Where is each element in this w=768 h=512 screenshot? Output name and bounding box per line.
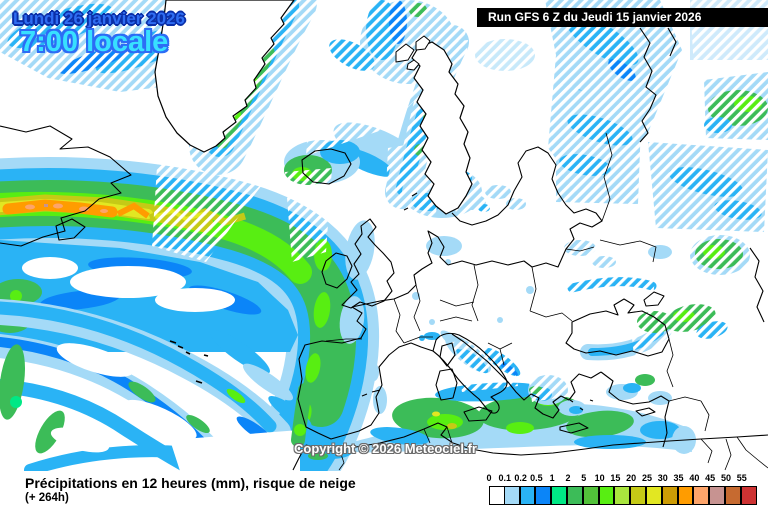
legend-value-label: 40 bbox=[689, 473, 700, 483]
legend-cell: 50 bbox=[721, 473, 742, 509]
map-svg bbox=[0, 0, 768, 471]
legend-value-label: 10 bbox=[594, 473, 605, 483]
local-time-label: 7:00 locale bbox=[20, 26, 169, 58]
svalbard-islands bbox=[395, 35, 431, 71]
copyright-watermark: Copyright © 2026 Meteociel.fr bbox=[294, 441, 477, 456]
legend-color-box bbox=[566, 486, 583, 505]
legend-value-label: 0.1 bbox=[498, 473, 512, 483]
legend-cell: 10 bbox=[595, 473, 616, 509]
legend-value-label: 30 bbox=[657, 473, 668, 483]
date-label: Lundi 26 janvier 2026 bbox=[13, 9, 185, 28]
legend-value-label: 35 bbox=[673, 473, 684, 483]
model-run-info-bar: Run GFS 6 Z du Jeudi 15 janvier 2026 bbox=[477, 8, 768, 27]
legend-color-box bbox=[582, 486, 599, 505]
legend-cell: 0.5 bbox=[530, 473, 552, 509]
legend-bar: Précipitations en 12 heures (mm), risque… bbox=[0, 471, 768, 512]
legend-value-label: 20 bbox=[626, 473, 637, 483]
legend-cell: 55 bbox=[737, 473, 758, 509]
legend-color-box bbox=[535, 486, 552, 505]
legend-cell: 30 bbox=[658, 473, 679, 509]
legend-scale: 0 0.1 0.2 0.5 1 2 5 10 15 20 25 30 35 40 45 50 55 bbox=[486, 473, 758, 509]
legend-color-box bbox=[614, 486, 631, 505]
legend-value-label: 5 bbox=[581, 473, 587, 483]
legend-color-box bbox=[724, 486, 741, 505]
legend-value-label: 15 bbox=[610, 473, 621, 483]
legend-color-box bbox=[519, 486, 536, 505]
legend-value-label: 0.5 bbox=[530, 473, 543, 483]
legend-color-box bbox=[598, 486, 615, 505]
legend-color-box bbox=[661, 486, 678, 505]
legend-cell: 0.2 bbox=[514, 473, 537, 509]
legend-value-label: 25 bbox=[641, 473, 652, 483]
legend-color-box bbox=[709, 486, 725, 505]
legend-cell: 35 bbox=[674, 473, 695, 509]
legend-value-label: 1 bbox=[549, 473, 555, 483]
legend-color-box bbox=[489, 486, 505, 505]
legend-cell: 25 bbox=[642, 473, 663, 509]
legend-color-box bbox=[677, 486, 694, 505]
legend-cell: 2 bbox=[565, 473, 584, 509]
greenland-landmass bbox=[154, 0, 295, 153]
legend-value-label: 50 bbox=[720, 473, 731, 483]
legend-color-box bbox=[551, 486, 567, 505]
legend-color-box bbox=[630, 486, 646, 505]
legend-value-label: 55 bbox=[736, 473, 747, 483]
legend-cell: 40 bbox=[689, 473, 710, 509]
legend-color-box bbox=[740, 486, 757, 505]
legend-cell: 0.1 bbox=[499, 473, 521, 509]
border-layer bbox=[325, 132, 768, 471]
legend-color-box bbox=[693, 486, 710, 505]
forecast-offset-label: (+ 264h) bbox=[25, 492, 69, 504]
legend-value-label: 0 bbox=[486, 473, 492, 483]
scandinavia-landmass bbox=[411, 41, 473, 215]
land-mask-layer bbox=[154, 0, 473, 215]
legend-color-box bbox=[645, 486, 662, 505]
legend-value-label: 0.2 bbox=[514, 473, 527, 483]
legend-cell: 1 bbox=[549, 473, 568, 509]
coastline-layer bbox=[0, 27, 768, 471]
legend-cell: 5 bbox=[581, 473, 600, 509]
legend-color-box bbox=[503, 486, 520, 505]
legend-cell: 45 bbox=[705, 473, 726, 509]
legend-value-label: 45 bbox=[705, 473, 716, 483]
legend-cell: 0 bbox=[486, 473, 505, 509]
map-caption: Précipitations en 12 heures (mm), risque… bbox=[25, 475, 356, 491]
legend-cell: 20 bbox=[626, 473, 647, 509]
precipitation-map bbox=[0, 0, 768, 471]
legend-cell: 15 bbox=[610, 473, 631, 509]
legend-value-label: 2 bbox=[565, 473, 571, 483]
